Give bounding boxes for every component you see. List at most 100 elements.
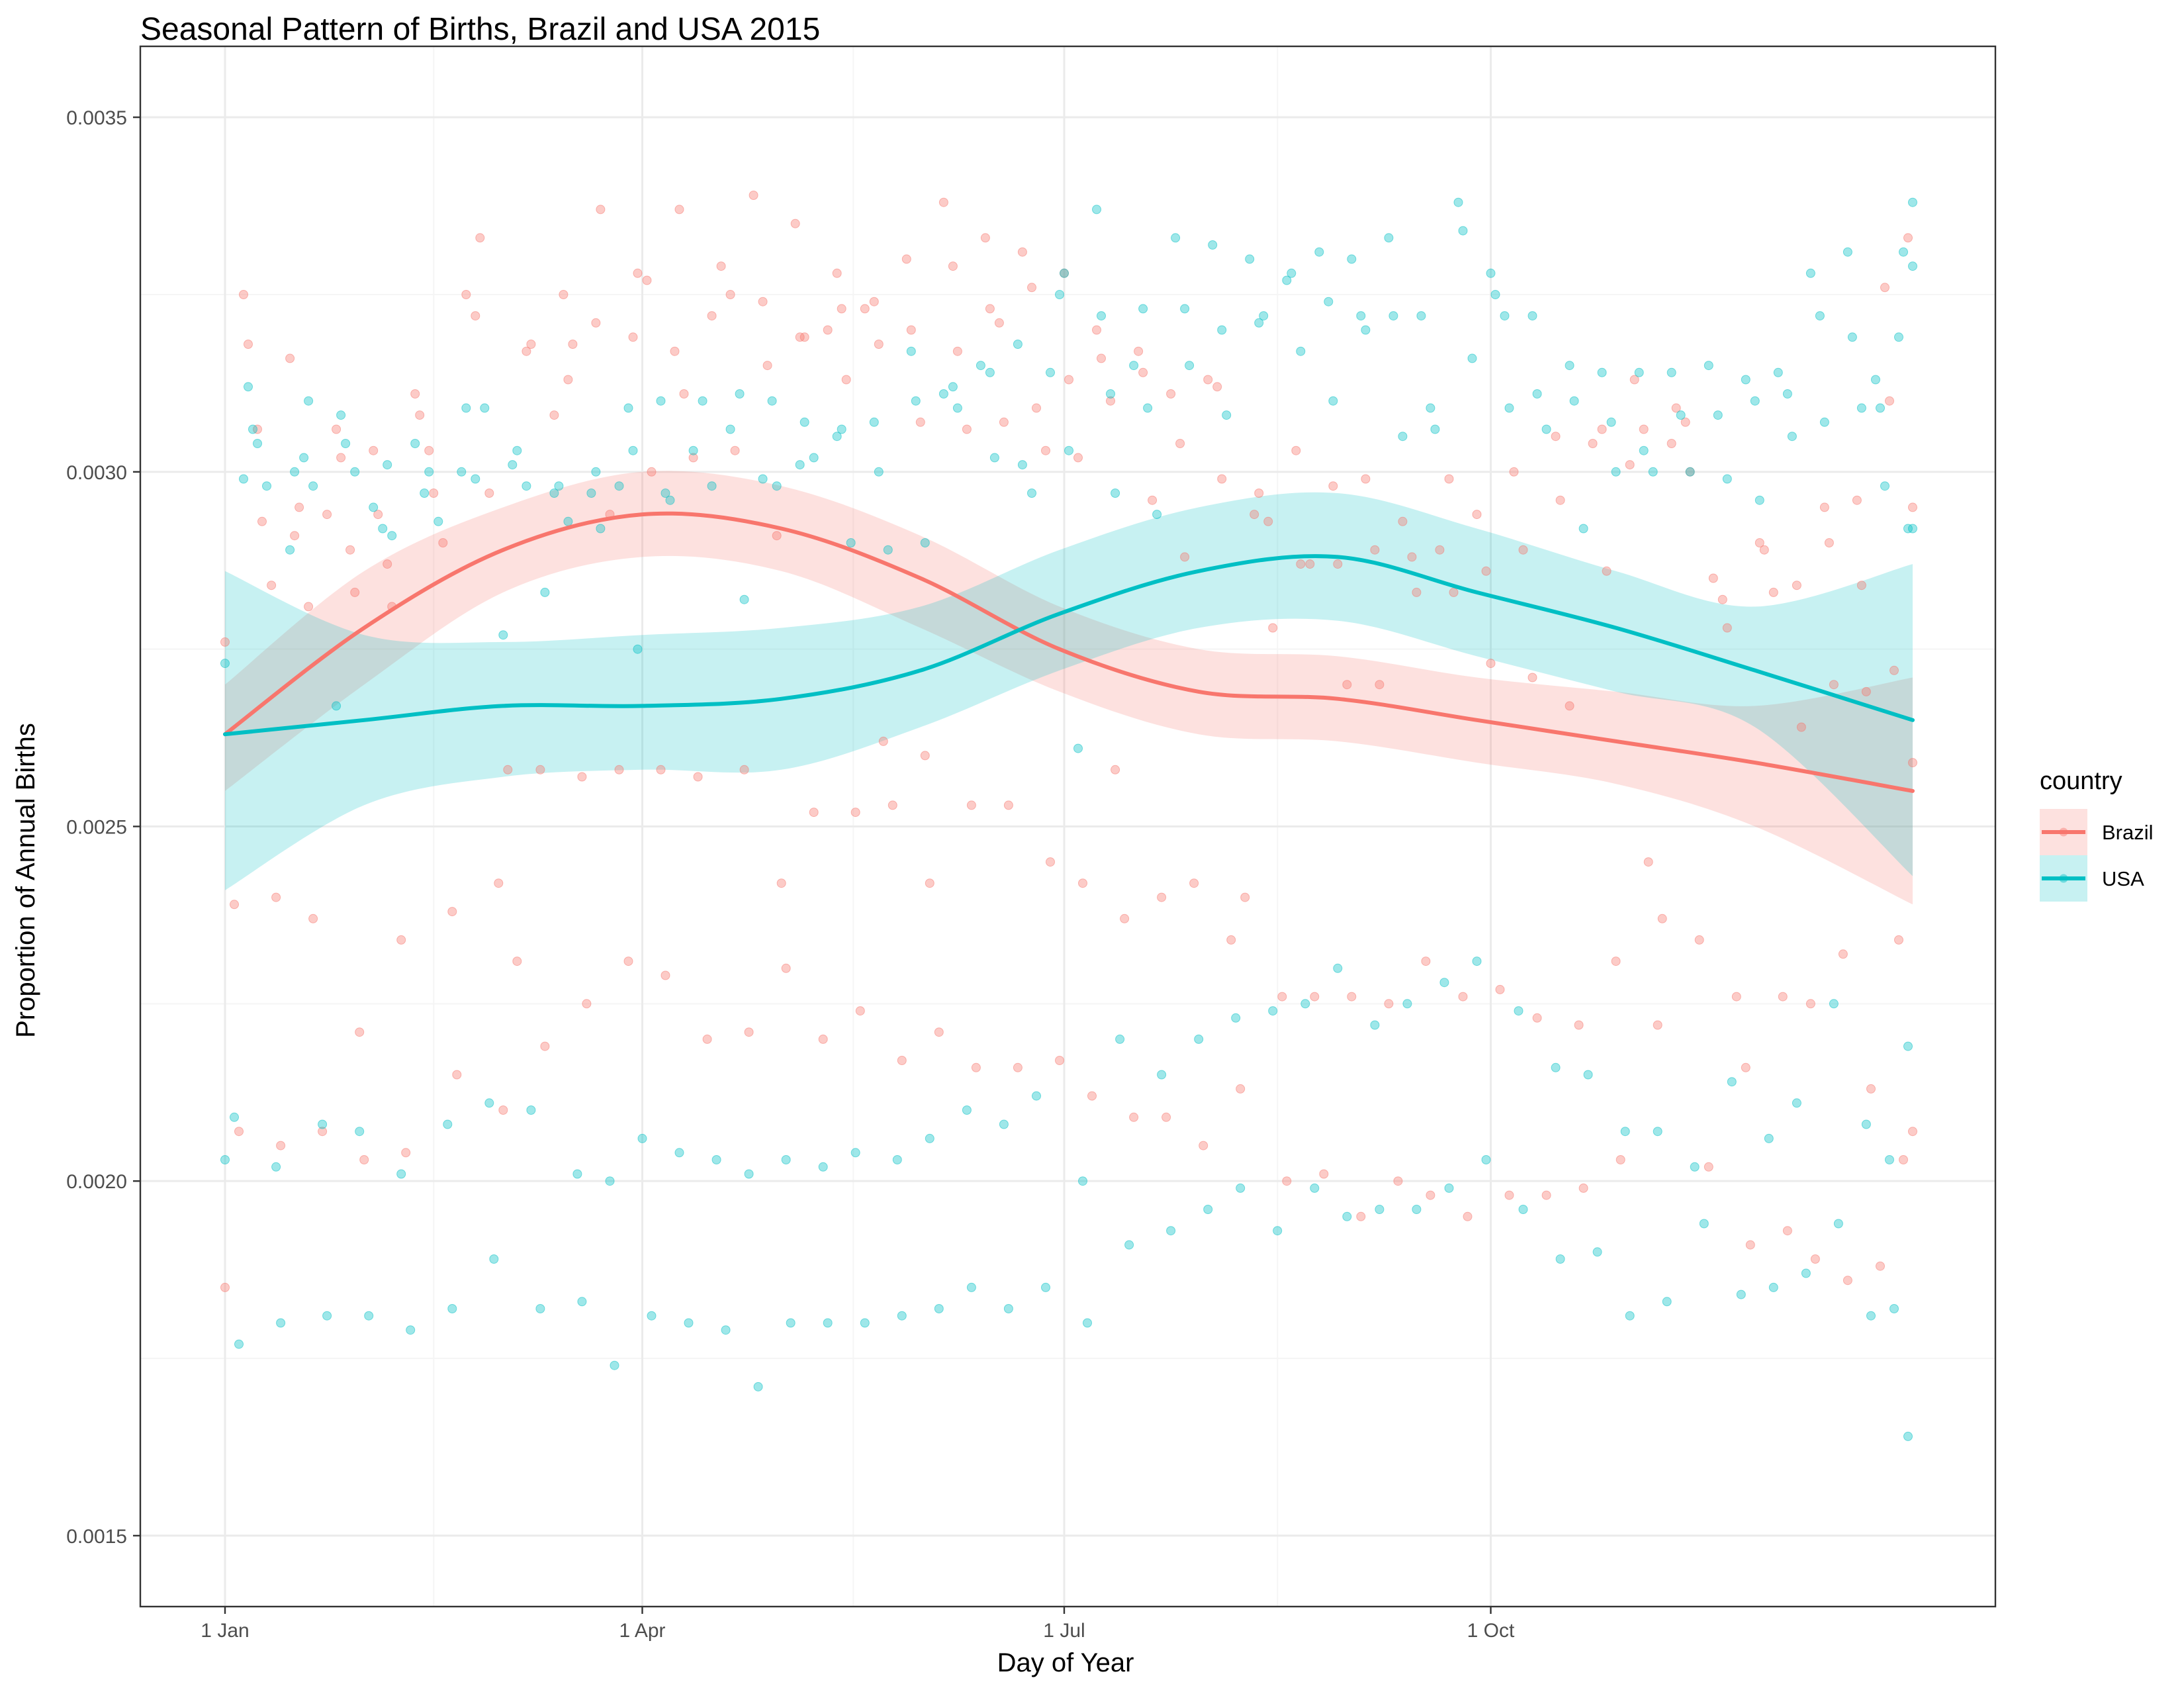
point-brazil (1704, 1162, 1713, 1172)
point-usa (220, 659, 230, 669)
point-brazil (1754, 538, 1764, 547)
point-brazil (656, 765, 666, 774)
point-brazil (1852, 495, 1862, 505)
point-brazil (1578, 1183, 1588, 1193)
point-brazil (1199, 1141, 1208, 1150)
point-brazil (1745, 1240, 1755, 1250)
point-brazil (1481, 566, 1491, 576)
point-brazil (1819, 502, 1829, 512)
point-usa (1194, 1034, 1204, 1044)
point-usa (1894, 332, 1903, 342)
point-brazil (596, 205, 606, 214)
point-usa (1606, 417, 1616, 427)
point-usa (290, 467, 300, 477)
point-brazil (915, 417, 925, 427)
point-brazil (1375, 680, 1385, 690)
point-brazil (220, 1282, 230, 1292)
point-usa (1333, 963, 1343, 973)
point-brazil (1805, 999, 1815, 1009)
point-brazil (869, 297, 879, 306)
point-usa (1736, 1289, 1746, 1299)
legend-label-brazil: Brazil (2102, 821, 2154, 844)
point-usa (1171, 233, 1181, 243)
point-brazil (962, 424, 972, 434)
point-usa (614, 481, 624, 491)
point-usa (1787, 432, 1797, 442)
point-brazil (285, 353, 295, 363)
point-brazil (1717, 594, 1727, 604)
plot-panel (139, 45, 1997, 1608)
point-brazil (1856, 581, 1866, 590)
point-brazil (308, 914, 318, 923)
point-brazil (725, 290, 735, 299)
point-brazil (1671, 403, 1681, 413)
point-usa (1268, 1006, 1278, 1016)
point-usa (420, 489, 430, 498)
point-brazil (1055, 1056, 1064, 1065)
point-usa (711, 1155, 721, 1164)
point-brazil (906, 325, 916, 335)
point-usa (1328, 396, 1338, 406)
point-usa (1685, 467, 1695, 477)
point-brazil (762, 361, 772, 371)
point-usa (1653, 1127, 1662, 1137)
point-usa (540, 587, 550, 597)
point-brazil (1305, 559, 1315, 569)
point-usa (424, 467, 434, 477)
point-brazil (855, 1006, 865, 1016)
point-usa (966, 1282, 976, 1292)
point-usa (1157, 1070, 1167, 1080)
point-usa (387, 531, 397, 541)
point-usa (633, 644, 643, 654)
point-brazil (1551, 432, 1561, 442)
point-brazil (471, 311, 480, 321)
point-usa (989, 453, 999, 463)
point-brazil (952, 346, 962, 356)
point-brazil (749, 191, 758, 200)
point-usa (1231, 1013, 1241, 1023)
point-brazil (1384, 999, 1394, 1009)
x-axis-title: Day of Year (997, 1648, 1134, 1677)
point-brazil (359, 1155, 369, 1164)
point-usa (1361, 325, 1371, 335)
point-brazil (1463, 1211, 1473, 1221)
point-usa (322, 1311, 332, 1321)
point-usa (498, 630, 508, 640)
point-usa (1768, 1282, 1778, 1292)
point-usa (234, 1339, 244, 1349)
legend: country Brazil USA (2040, 767, 2154, 902)
point-brazil (1412, 587, 1422, 597)
point-usa (1138, 304, 1148, 314)
point-usa (1885, 1155, 1894, 1164)
point-brazil (526, 340, 536, 349)
point-usa (1578, 524, 1588, 534)
point-brazil (549, 410, 559, 420)
point-usa (1847, 332, 1857, 342)
point-brazil (1319, 1169, 1329, 1179)
point-brazil (1407, 552, 1417, 562)
point-brazil (985, 304, 995, 314)
point-brazil (1611, 957, 1621, 966)
point-usa (1741, 375, 1751, 385)
point-usa (369, 502, 379, 512)
point-brazil (1268, 623, 1278, 633)
confidence-ribbons (225, 471, 1913, 905)
point-usa (1217, 325, 1227, 335)
point-usa (318, 1119, 328, 1129)
point-usa (1111, 489, 1120, 498)
point-usa (1106, 389, 1115, 399)
scatter-points (220, 191, 1917, 1441)
point-usa (1805, 268, 1815, 278)
point-brazil (415, 410, 425, 420)
point-brazil (1653, 1020, 1662, 1030)
point-usa (577, 1297, 587, 1307)
point-usa (837, 424, 846, 434)
point-brazil (1226, 935, 1236, 945)
point-usa (1662, 1297, 1672, 1307)
legend-entries: Brazil USA (2040, 809, 2154, 902)
point-brazil (1175, 439, 1185, 448)
point-brazil (503, 765, 513, 774)
point-brazil (1899, 1155, 1908, 1164)
point-brazil (948, 261, 958, 271)
point-brazil (1291, 445, 1301, 455)
